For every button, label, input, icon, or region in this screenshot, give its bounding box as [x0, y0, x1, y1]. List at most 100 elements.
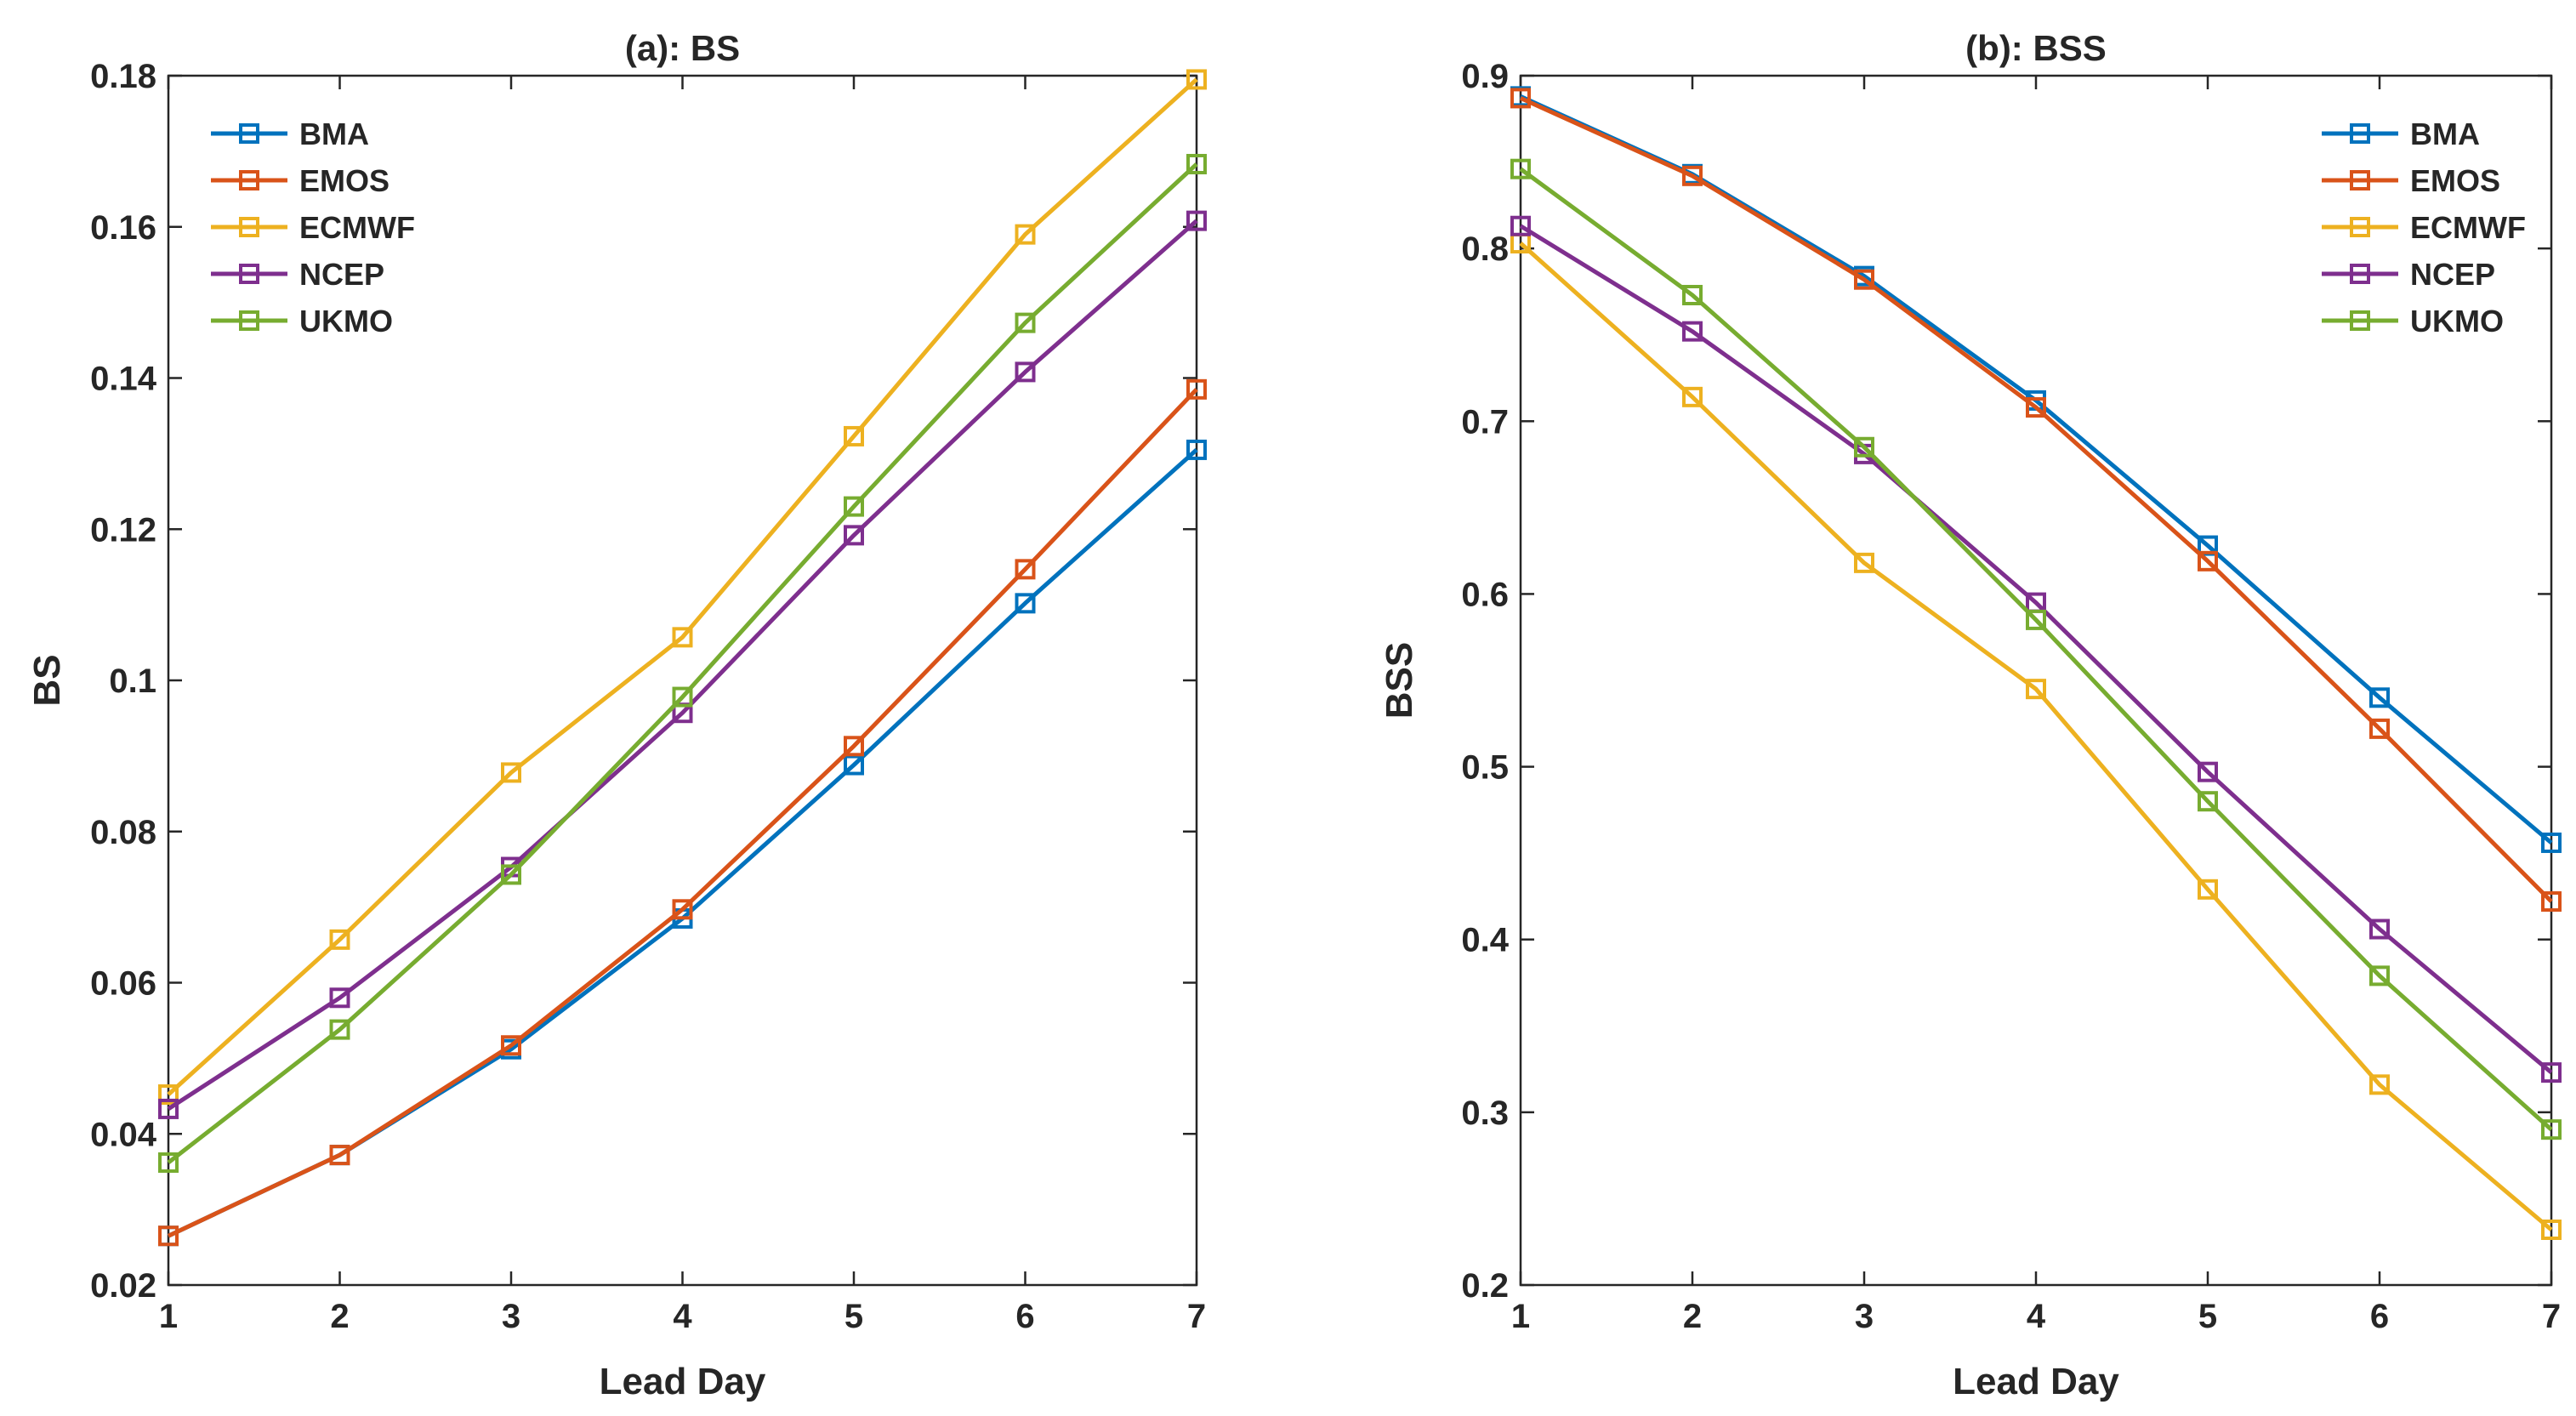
series-line-bma — [1519, 94, 2553, 844]
series-line-emos — [1519, 96, 2553, 903]
data-point-emos — [1682, 165, 1703, 186]
data-point-ncep — [2198, 761, 2218, 782]
data-point-ecmwf — [1015, 224, 1036, 245]
y-tick-label: 0.1 — [109, 663, 156, 700]
legend-swatch-marker — [2350, 217, 2370, 237]
legend-entry-ncep: NCEP — [299, 257, 384, 292]
legend-entry-ncep: NCEP — [2410, 257, 2495, 292]
y-tick-label: 0.18 — [90, 58, 156, 95]
series-emos — [1510, 88, 2562, 913]
data-point-emos — [2198, 550, 2218, 572]
data-point-emos — [1854, 269, 1874, 290]
y-tick-label: 0.12 — [90, 511, 156, 549]
legend-entry-emos: EMOS — [299, 163, 390, 198]
y-tick-label: 0.2 — [1461, 1267, 1509, 1305]
legend: BMA EMOS ECMWF NCEP UKMO — [2322, 117, 2526, 338]
chart-panel-1: 1 2 3 4 5 6 7 0.02 0.04 0.06 0.08 0.1 0.12 0.14 0.16 0.… — [26, 28, 1207, 1402]
x-tick-label: 4 — [673, 1298, 692, 1335]
data-point-emos — [844, 736, 864, 757]
series-ukmo — [1510, 158, 2562, 1140]
x-tick-label: 7 — [2542, 1298, 2561, 1335]
data-point-ecmwf — [1682, 386, 1703, 407]
data-point-ecmwf — [672, 627, 693, 648]
y-tick-label: 0.5 — [1461, 749, 1509, 787]
y-tick-label: 0.7 — [1461, 403, 1509, 441]
data-point-emos — [158, 1225, 179, 1247]
chart-title: (a): BS — [625, 28, 740, 68]
data-point-ukmo — [2026, 609, 2046, 630]
data-point-ncep — [2369, 918, 2390, 940]
x-tick-label: 1 — [159, 1298, 178, 1335]
x-axis-label: Lead Day — [600, 1361, 766, 1402]
x-tick-label: 6 — [1015, 1298, 1034, 1335]
x-tick-label: 1 — [1511, 1298, 1530, 1335]
data-point-ncep — [1015, 361, 1036, 383]
data-point-ncep — [329, 987, 350, 1009]
data-point-ukmo — [501, 864, 521, 885]
legend-swatch-marker — [239, 310, 259, 331]
legend-swatch-marker — [2350, 264, 2370, 284]
legend-swatch-marker — [239, 264, 259, 284]
data-point-ukmo — [2541, 1119, 2562, 1140]
data-point-emos — [329, 1145, 350, 1166]
series-line-ukmo — [1519, 167, 2553, 1132]
x-tick-label: 3 — [502, 1298, 520, 1335]
legend-entry-emos: EMOS — [2410, 163, 2500, 198]
x-tick-label: 2 — [1683, 1298, 1702, 1335]
data-point-ecmwf — [2541, 1219, 2562, 1240]
legend-entry-ukmo: UKMO — [2410, 304, 2504, 338]
data-point-ukmo — [2369, 965, 2390, 987]
data-point-emos — [2541, 891, 2562, 913]
series-emos — [158, 378, 1207, 1247]
series-bma — [1510, 86, 2562, 853]
data-point-ecmwf — [329, 929, 350, 950]
legend-swatch-marker — [239, 217, 259, 237]
data-point-ecmwf — [501, 762, 521, 783]
y-tick-label: 0.16 — [90, 209, 156, 247]
y-tick-label: 0.08 — [90, 814, 156, 851]
data-point-ukmo — [844, 496, 864, 517]
data-point-ecmwf — [2026, 679, 2046, 700]
data-point-ecmwf — [2369, 1074, 2390, 1095]
chart-panel-2: 1 2 3 4 5 6 7 0.2 0.3 0.4 0.5 0.6 0.7 0.8 0.9 (b): BSS L… — [1379, 28, 2562, 1402]
data-point-ncep — [2541, 1062, 2562, 1083]
series-line-emos — [167, 388, 1198, 1238]
legend-entry-ecmwf: ECMWF — [2410, 210, 2526, 245]
legend-entry-bma: BMA — [299, 117, 369, 151]
data-point-ukmo — [1015, 312, 1036, 333]
data-point-ncep — [1682, 321, 1703, 342]
y-axis-label: BS — [26, 654, 68, 706]
legend-swatch-marker — [239, 123, 259, 144]
legend-swatch-marker — [239, 170, 259, 191]
y-tick-label: 0.04 — [90, 1116, 157, 1153]
series-ncep — [158, 210, 1207, 1119]
data-point-emos — [2026, 397, 2046, 418]
data-point-bma — [2541, 832, 2562, 853]
data-point-bma — [844, 754, 864, 776]
data-point-bma — [1186, 439, 1207, 460]
data-point-bma — [1015, 593, 1036, 614]
y-axis-label: BSS — [1379, 642, 1420, 719]
data-point-bma — [2369, 687, 2390, 708]
x-tick-label: 3 — [1855, 1298, 1874, 1335]
series-bma — [158, 439, 1207, 1247]
y-tick-label: 0.14 — [90, 361, 157, 398]
series-line-bma — [167, 448, 1198, 1238]
data-point-emos — [1510, 88, 1531, 109]
data-point-ncep — [844, 525, 864, 546]
series-ncep — [1510, 215, 2562, 1083]
series-line-ukmo — [167, 162, 1198, 1164]
data-point-ukmo — [329, 1019, 350, 1040]
data-point-ukmo — [158, 1152, 179, 1174]
data-point-ukmo — [1510, 158, 1531, 179]
data-point-ukmo — [1854, 436, 1874, 458]
y-tick-label: 0.06 — [90, 965, 156, 1003]
data-point-emos — [1015, 559, 1036, 580]
chart-title: (b): BSS — [1965, 28, 2107, 68]
legend-swatch-marker — [2350, 123, 2370, 144]
data-point-ecmwf — [2198, 879, 2218, 900]
data-point-ecmwf — [1854, 552, 1874, 573]
x-axis-label: Lead Day — [1953, 1361, 2119, 1402]
data-point-ukmo — [672, 686, 693, 708]
